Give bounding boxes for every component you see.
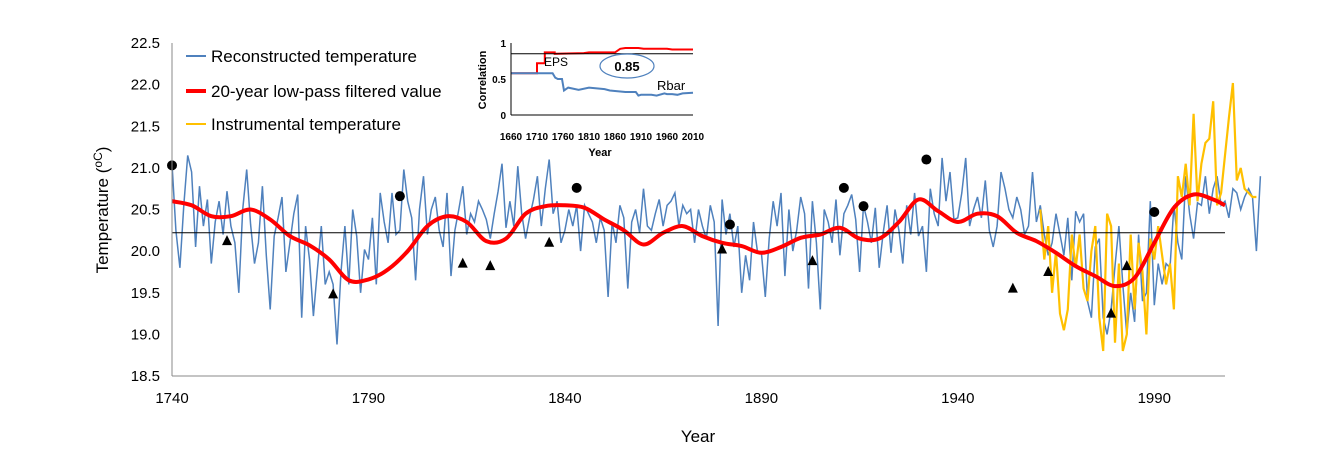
y-tick-label: 22.0: [131, 77, 160, 94]
inset-label-rbar: Rbar: [657, 78, 686, 93]
inset-series-rbar-line: [511, 72, 694, 97]
circle-marker: [1149, 206, 1160, 217]
inset-y-tick-labels: 00.51: [492, 39, 506, 122]
circle-marker: [921, 154, 932, 165]
inset-x-axis-label: Year: [588, 147, 612, 159]
circle-marker: [724, 219, 735, 230]
triangle-marker: [1106, 307, 1117, 318]
main-series-layer: [171, 82, 1262, 352]
legend-label-reconstructed: Reconstructed temperature: [211, 47, 417, 66]
y-tick-label: 20.0: [131, 243, 160, 260]
x-tick-label: 1840: [548, 390, 581, 407]
inset-x-tick-label: 1810: [578, 132, 601, 143]
x-tick-label: 1890: [745, 390, 778, 407]
inset-x-tick-label: 1760: [552, 132, 575, 143]
series-filtered-line: [171, 192, 1226, 289]
inset-x-tick-label: 1710: [526, 132, 549, 143]
y-tick-label: 19.0: [131, 326, 160, 343]
circle-marker: [838, 182, 849, 193]
inset-x-tick-label: 1960: [656, 132, 679, 143]
main-plot: 18.5 19.0 19.5 20.0 20.5 21.0 21.5 22.0 22.5 174…: [91, 35, 1262, 446]
event-markers-layer: [167, 154, 1160, 318]
y-tick-label: 20.5: [131, 202, 160, 219]
x-tick-label: 1790: [352, 390, 385, 407]
inset-series-eps-line: [511, 47, 693, 75]
inset-y-axis-label: Correlation: [477, 50, 489, 109]
inset-y-tick-label: 0.5: [492, 75, 506, 86]
inset-x-tick-label: 1660: [500, 132, 523, 143]
circle-marker: [571, 182, 582, 193]
y-tick-label: 22.5: [131, 35, 160, 52]
triangle-marker: [1121, 260, 1132, 271]
x-tick-labels: 1740 1790 1840 1890 1940 1990: [155, 390, 1171, 407]
triangle-marker: [457, 257, 468, 268]
triangle-marker: [328, 288, 339, 299]
inset-plot: 00.51 1660 1710 1760 1810 1860 1910 1960 2010 Y…: [477, 39, 705, 159]
y-tick-label: 18.5: [131, 368, 160, 385]
inset-x-tick-labels: 1660 1710 1760 1810 1860 1910 1960 2010: [500, 132, 705, 143]
y-axis-label: Temperature (oC): [91, 147, 112, 274]
inset-plot-area: [511, 43, 693, 115]
series-instrumental-line: [1039, 82, 1257, 352]
series-reconstructed-line: [171, 155, 1262, 345]
inset-x-tick-label: 1910: [630, 132, 653, 143]
inset-x-tick-label: 1860: [604, 132, 627, 143]
inset-series-layer: [511, 47, 694, 97]
inset-y-tick-label: 1: [500, 39, 506, 50]
inset-x-tick-label: 2010: [682, 132, 705, 143]
circle-marker: [858, 201, 869, 212]
circle-marker: [394, 191, 405, 202]
inset-label-eps: EPS: [544, 55, 568, 69]
inset-annotation-ellipse: [599, 53, 655, 79]
y-tick-label: 21.5: [131, 118, 160, 135]
triangle-marker: [807, 255, 818, 266]
triangle-marker: [717, 243, 728, 254]
triangle-marker: [1007, 282, 1018, 293]
x-axis-label: Year: [681, 427, 716, 446]
inset-annotation-value: 0.85: [614, 59, 639, 74]
inset-y-tick-label: 0: [500, 111, 506, 122]
triangle-marker: [485, 260, 496, 271]
triangle-marker: [544, 236, 555, 247]
y-tick-label: 21.0: [131, 160, 160, 177]
y-tick-label: 19.5: [131, 285, 160, 302]
x-tick-label: 1740: [155, 390, 188, 407]
y-tick-labels: 18.5 19.0 19.5 20.0 20.5 21.0 21.5 22.0 22.5: [131, 35, 160, 385]
legend-label-instrumental: Instrumental temperature: [211, 115, 401, 134]
triangle-marker: [222, 235, 233, 246]
x-tick-label: 1940: [941, 390, 974, 407]
triangle-marker: [1043, 265, 1054, 276]
x-tick-label: 1990: [1138, 390, 1171, 407]
legend-label-filtered: 20-year low-pass filtered value: [211, 82, 442, 101]
legend: Reconstructed temperature 20-year low-pa…: [186, 47, 442, 134]
